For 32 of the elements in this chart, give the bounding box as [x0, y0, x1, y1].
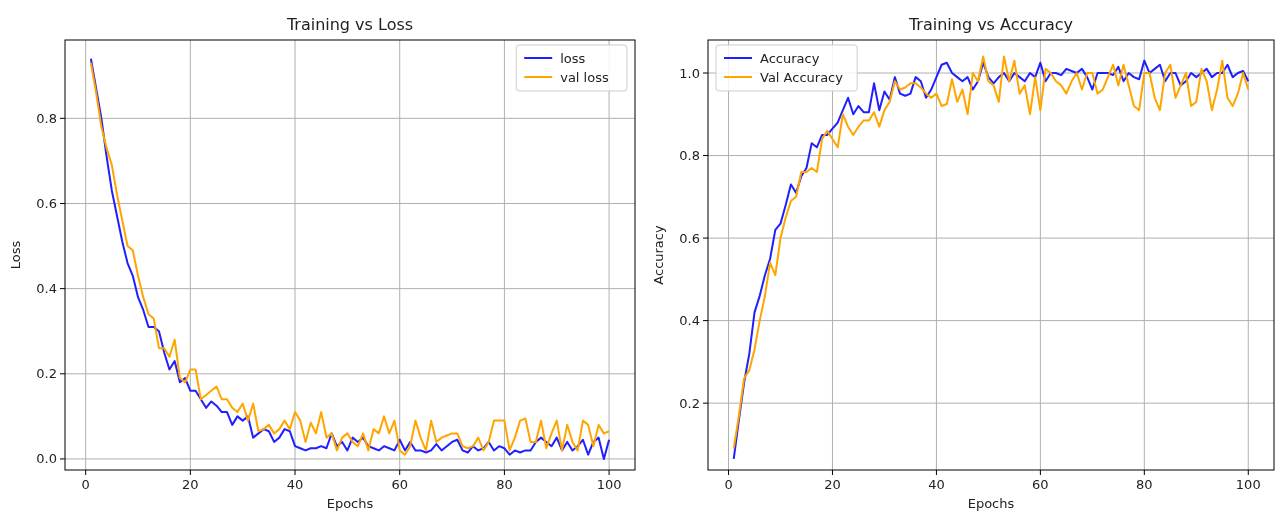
x-tick-label: 100 [596, 477, 622, 492]
legend-label: val loss [560, 69, 609, 85]
y-tick-label: 0.2 [679, 395, 700, 411]
x-tick-label: 40 [286, 477, 304, 492]
y-tick-label: 0.6 [36, 196, 57, 212]
x-axis-title: Epochs [967, 496, 1015, 511]
y-tick-label: 0.4 [36, 281, 57, 297]
legend-label: Val Accuracy [760, 69, 844, 85]
x-axis-title: Epochs [326, 496, 374, 511]
x-tick-label: 80 [496, 477, 513, 492]
x-tick-label: 20 [182, 477, 199, 492]
y-axis-title: Loss [8, 240, 23, 270]
y-tick-label: 0.2 [36, 366, 57, 382]
chart-title: Training vs Accuracy [907, 15, 1074, 34]
x-tick-label: 20 [824, 477, 841, 492]
x-tick-label: 40 [928, 477, 945, 492]
y-tick-label: 0.8 [36, 110, 57, 126]
x-tick-label: 0 [81, 477, 90, 492]
y-tick-label: 0.0 [36, 451, 57, 467]
x-tick-label: 0 [724, 477, 733, 492]
y-tick-label: 0.4 [679, 313, 700, 329]
x-tick-label: 100 [1235, 477, 1261, 492]
legend-label: Accuracy [760, 50, 820, 66]
x-tick-label: 60 [391, 477, 408, 492]
legend-label: loss [560, 50, 586, 66]
x-tick-label: 80 [1136, 477, 1153, 492]
y-axis-title: Accuracy [651, 225, 666, 285]
chart-title: Training vs Loss [285, 15, 414, 34]
y-tick-label: 0.8 [679, 148, 700, 164]
x-tick-label: 60 [1032, 477, 1049, 492]
y-tick-label: 1.0 [679, 65, 700, 81]
y-tick-label: 0.6 [679, 230, 700, 246]
